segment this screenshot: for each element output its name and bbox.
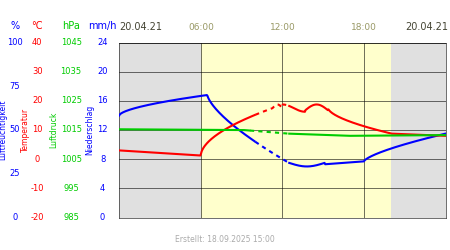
Text: %: %: [10, 21, 19, 31]
Text: 20: 20: [32, 96, 43, 105]
Text: 1025: 1025: [61, 96, 81, 105]
Text: °C: °C: [32, 21, 43, 31]
Text: 12: 12: [97, 126, 108, 134]
Text: Niederschlag: Niederschlag: [86, 105, 94, 155]
Text: 0: 0: [12, 213, 18, 222]
Text: 16: 16: [97, 96, 108, 105]
Bar: [119, 42, 201, 218]
Text: Temperatur: Temperatur: [21, 108, 30, 152]
Text: 50: 50: [9, 126, 20, 134]
Text: 985: 985: [63, 213, 79, 222]
Text: 1005: 1005: [61, 155, 81, 164]
Text: 1045: 1045: [61, 38, 81, 47]
Text: 06:00: 06:00: [188, 24, 214, 32]
Text: 4: 4: [100, 184, 105, 193]
Text: 25: 25: [9, 169, 20, 178]
Text: 20: 20: [97, 67, 108, 76]
Text: -10: -10: [31, 184, 44, 193]
Text: 8: 8: [100, 155, 105, 164]
Text: mm/h: mm/h: [88, 21, 117, 31]
Text: 40: 40: [32, 38, 43, 47]
Text: 30: 30: [32, 67, 43, 76]
Text: 10: 10: [32, 126, 43, 134]
Text: Luftfeuchtigkeit: Luftfeuchtigkeit: [0, 100, 7, 160]
Text: 75: 75: [9, 82, 20, 91]
Text: 20.04.21: 20.04.21: [405, 22, 448, 32]
Text: 24: 24: [97, 38, 108, 47]
Text: Luftdruck: Luftdruck: [50, 112, 58, 148]
Text: Erstellt: 18.09.2025 15:00: Erstellt: 18.09.2025 15:00: [175, 235, 275, 244]
Text: 12:00: 12:00: [270, 24, 295, 32]
Text: 1015: 1015: [61, 126, 81, 134]
Text: -20: -20: [31, 213, 44, 222]
Text: 20.04.21: 20.04.21: [119, 22, 162, 32]
Text: 100: 100: [7, 38, 22, 47]
Bar: [391, 42, 446, 218]
Text: 18:00: 18:00: [351, 24, 377, 32]
Bar: [201, 42, 391, 218]
Text: hPa: hPa: [62, 21, 80, 31]
Text: 1035: 1035: [61, 67, 81, 76]
Text: 0: 0: [35, 155, 40, 164]
Text: 0: 0: [100, 213, 105, 222]
Text: 995: 995: [63, 184, 79, 193]
